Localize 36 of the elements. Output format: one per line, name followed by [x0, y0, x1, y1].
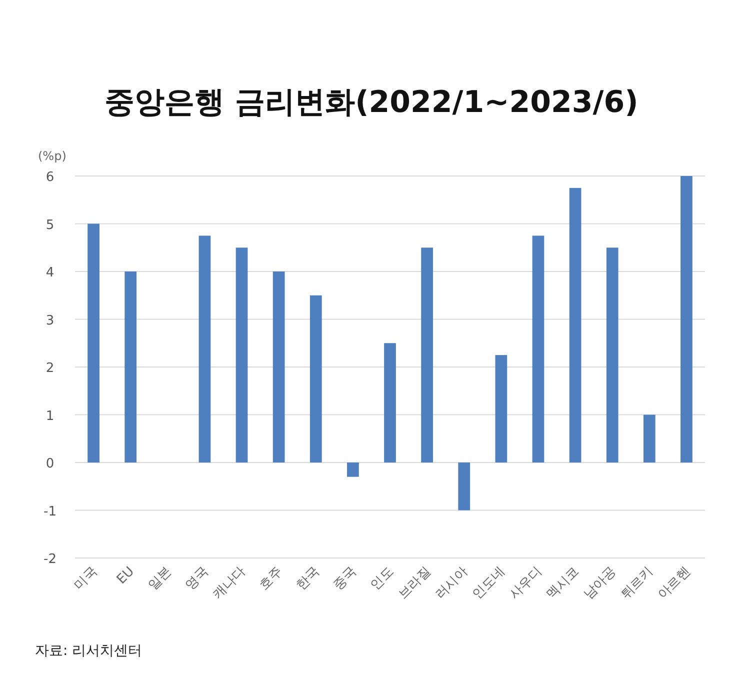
bar — [384, 343, 396, 462]
y-tick-label: 0 — [46, 456, 54, 472]
bar — [88, 224, 100, 462]
x-tick-label: 중국 — [330, 564, 360, 594]
bar — [310, 295, 322, 462]
x-tick-label: EU — [114, 564, 138, 588]
chart-title: 중앙은행 금리변화(2022/1~2023/6) — [104, 85, 638, 120]
y-tick-label: 4 — [46, 266, 54, 280]
bar — [643, 414, 656, 462]
y-tick-label: 5 — [46, 218, 54, 233]
y-tick-label: 1 — [46, 408, 54, 424]
x-tick-label: 영국 — [182, 564, 212, 594]
bar — [272, 272, 285, 462]
x-tick-label: 미국 — [71, 564, 100, 594]
x-tick-label: 인도 — [368, 564, 397, 594]
bar — [421, 248, 433, 462]
x-tick-label: 한국 — [294, 564, 323, 594]
bar — [198, 236, 211, 462]
bar — [680, 176, 692, 462]
y-axis-title: (%p) — [38, 149, 66, 163]
bar — [532, 236, 544, 462]
y-tick-label: -2 — [44, 552, 56, 567]
y-tick-label: -1 — [44, 504, 56, 520]
y-tick-label: 2 — [46, 361, 54, 376]
x-tick-label: 호주 — [256, 564, 286, 594]
bar — [495, 355, 508, 462]
bar — [458, 462, 470, 510]
bar — [347, 462, 359, 477]
x-tick-label: 일본 — [145, 564, 174, 594]
y-tick-label: 6 — [46, 170, 54, 185]
bar — [124, 272, 137, 462]
text: 자료: 리서치센터 — [35, 643, 142, 659]
bar — [236, 248, 248, 462]
bar — [569, 188, 582, 462]
y-tick-label: 3 — [46, 313, 54, 328]
bar — [606, 248, 618, 462]
